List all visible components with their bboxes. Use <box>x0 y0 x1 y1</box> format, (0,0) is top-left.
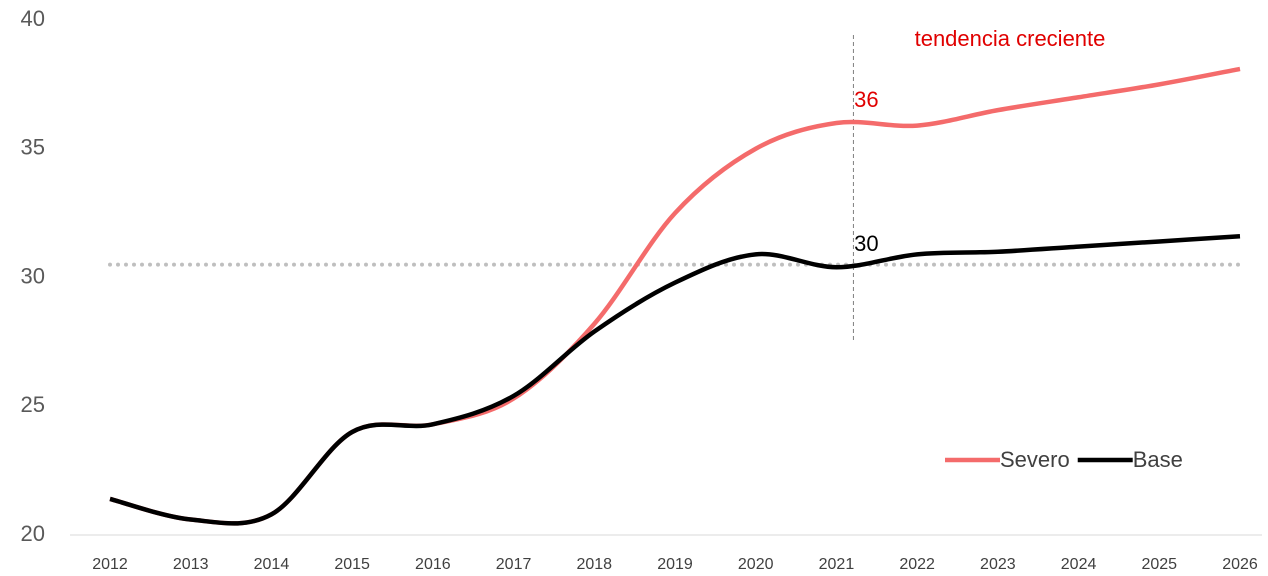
x-tick-label: 2016 <box>415 556 451 573</box>
x-tick-label: 2025 <box>1141 556 1177 573</box>
x-tick-label: 2026 <box>1222 556 1258 573</box>
x-tick-label: 2020 <box>738 556 774 573</box>
series-line <box>109 234 1241 526</box>
x-tick-label: 2024 <box>1061 556 1097 573</box>
x-tick-label: 2023 <box>980 556 1016 573</box>
data-label: 30 <box>854 231 878 256</box>
x-tick-label: 2018 <box>576 556 612 573</box>
x-tick-label: 2021 <box>819 556 855 573</box>
y-tick-label: 20 <box>21 521 45 546</box>
legend-label: Severo <box>1000 447 1070 472</box>
x-tick-label: 2013 <box>173 556 209 573</box>
annotation: tendencia creciente <box>915 26 1106 51</box>
x-tick-label: 2012 <box>92 556 128 573</box>
legend-label: Base <box>1133 447 1183 472</box>
x-tick-label: 2015 <box>334 556 370 573</box>
x-tick-label: 2014 <box>254 556 290 573</box>
x-tick-label: 2017 <box>496 556 532 573</box>
series-line <box>109 66 1241 526</box>
x-tick-label: 2022 <box>899 556 935 573</box>
y-tick-label: 25 <box>21 392 45 417</box>
data-label: 36 <box>854 87 878 112</box>
y-tick-label: 35 <box>21 135 45 160</box>
x-tick-label: 2019 <box>657 556 693 573</box>
y-tick-label: 40 <box>21 6 45 31</box>
y-tick-label: 30 <box>21 263 45 288</box>
